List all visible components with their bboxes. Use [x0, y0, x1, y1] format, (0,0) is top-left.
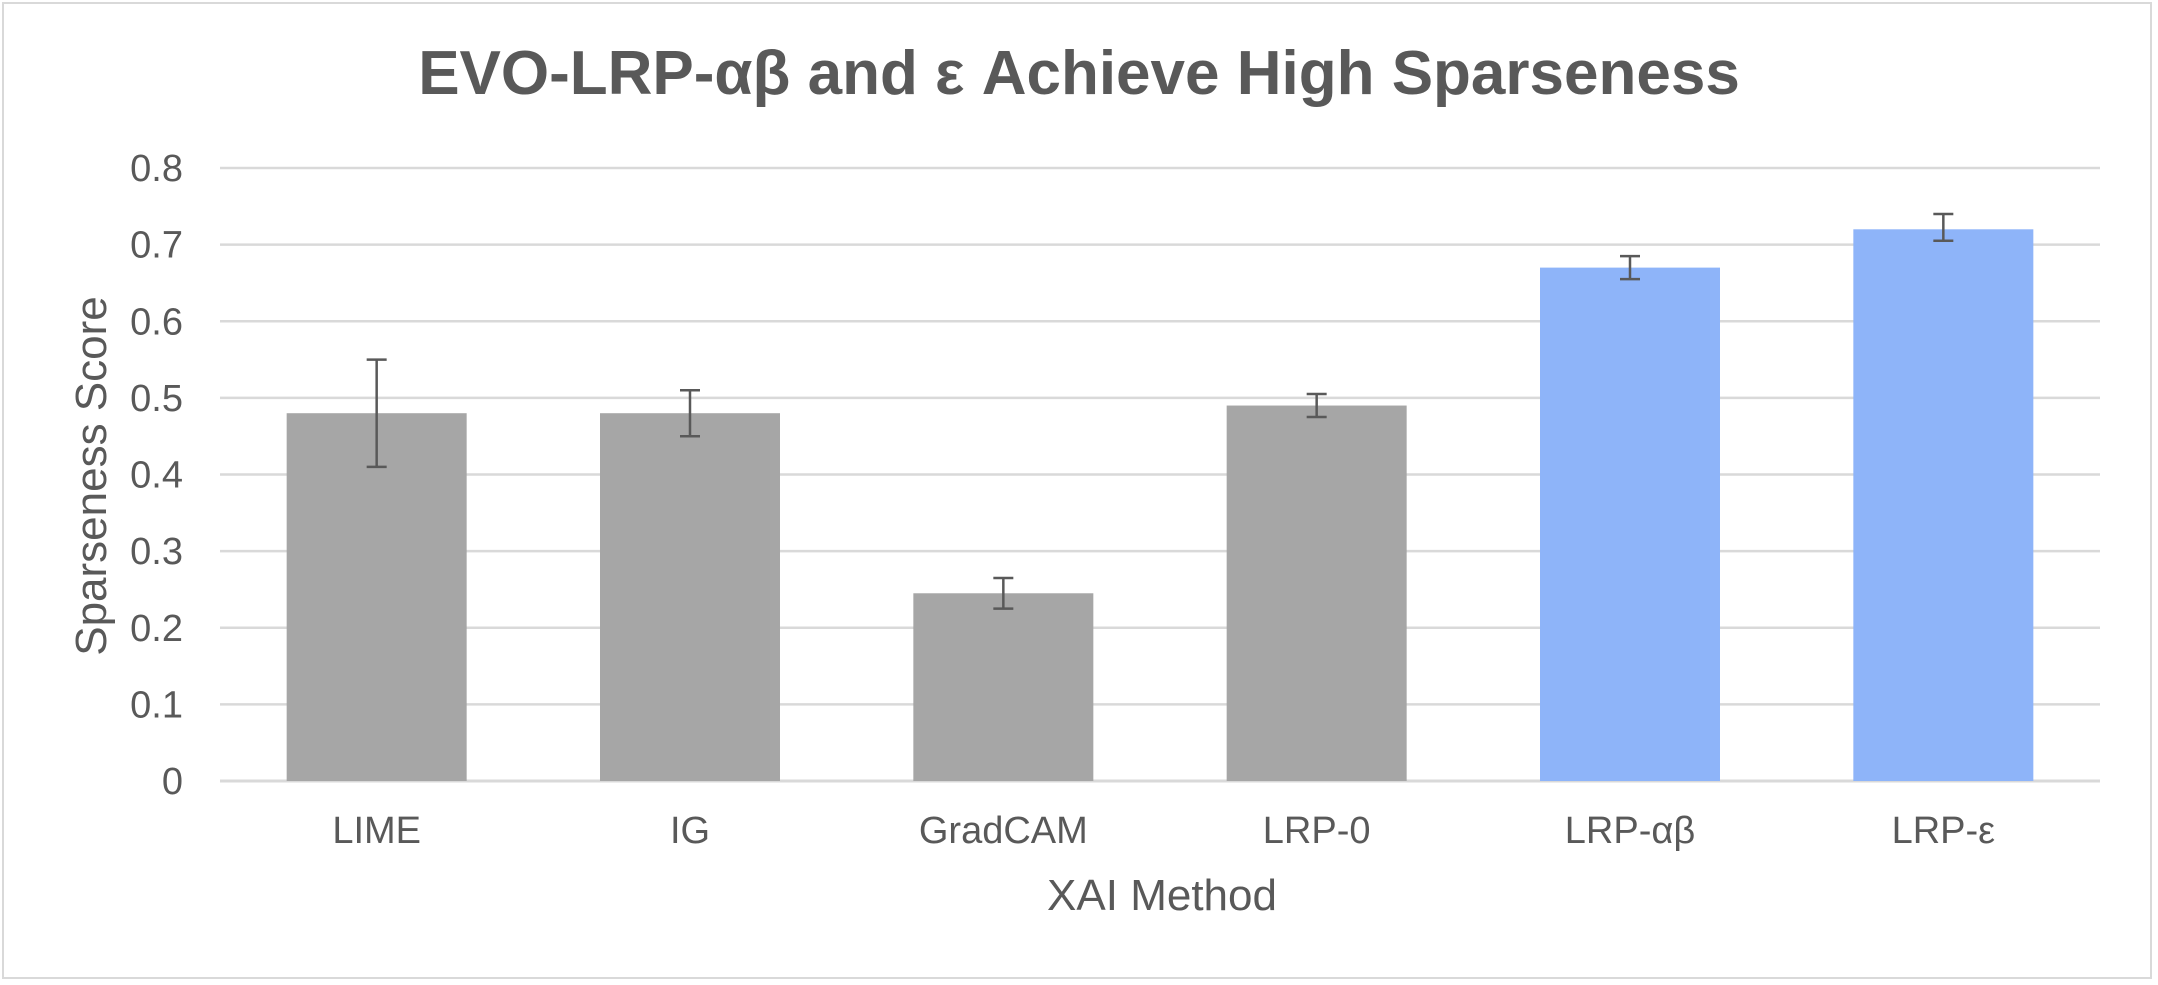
- x-tick-label: LIME: [332, 810, 421, 852]
- error-bars: [366, 212, 1954, 610]
- bar: [913, 593, 1094, 781]
- chart-title: EVO-LRP-αβ and ε Achieve High Sparseness: [418, 39, 1740, 108]
- bar: [1853, 229, 2034, 782]
- y-tick-label: 0.2: [130, 608, 183, 650]
- y-tick-label: 0.7: [130, 225, 183, 267]
- y-tick-label: 0.6: [130, 301, 183, 343]
- x-axis-ticks: LIME IG GradCAM LRP-0 LRP-αβ LRP-ε: [332, 810, 1995, 852]
- y-tick-label: 0.1: [130, 684, 183, 726]
- x-tick-label: LRP-0: [1263, 810, 1371, 852]
- bars: [286, 229, 2034, 782]
- bar: [600, 413, 780, 781]
- bar: [286, 413, 467, 781]
- y-tick-label: 0.5: [130, 378, 183, 420]
- x-tick-label: LRP-ε: [1892, 810, 1996, 852]
- y-axis-title: Sparseness Score: [67, 296, 116, 656]
- y-axis-ticks: 0 0.1 0.2 0.3 0.4 0.5 0.6 0.7 0.8: [130, 148, 183, 803]
- gridlines: [220, 166, 2100, 783]
- x-axis-title: XAI Method: [1047, 871, 1277, 920]
- x-tick-label: GradCAM: [919, 810, 1088, 852]
- y-tick-label: 0.8: [130, 148, 183, 190]
- y-tick-label: 0.4: [130, 455, 183, 497]
- bar: [1226, 405, 1407, 781]
- bar: [1540, 267, 1720, 781]
- x-tick-label: LRP-αβ: [1565, 810, 1695, 852]
- x-tick-label: IG: [670, 810, 710, 852]
- y-tick-label: 0.3: [130, 531, 183, 573]
- y-tick-label: 0: [162, 761, 183, 803]
